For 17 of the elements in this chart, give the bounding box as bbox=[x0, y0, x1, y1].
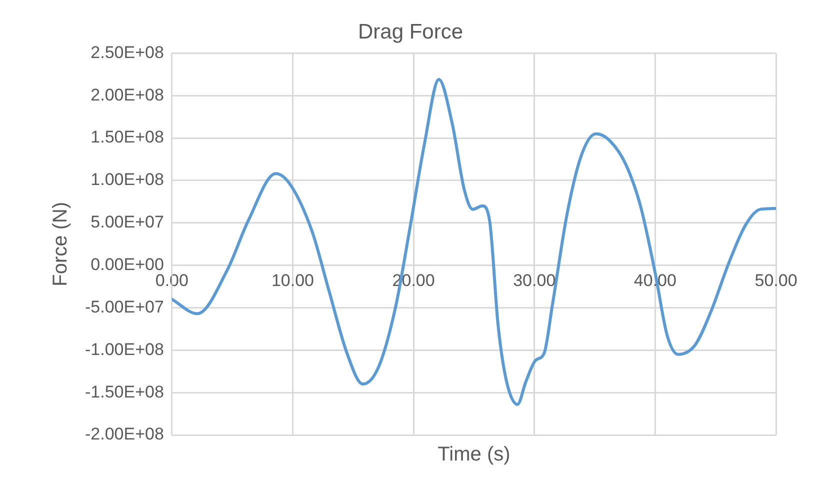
y-tick-label: -2.00E+08 bbox=[84, 424, 164, 444]
x-tick-label: 10.00 bbox=[271, 271, 314, 290]
y-tick-label: -5.00E+07 bbox=[84, 297, 164, 316]
chart-title: Drag Force bbox=[358, 20, 464, 44]
y-axis-title: Force (N) bbox=[50, 202, 72, 286]
x-tick-label: 0.00 bbox=[155, 271, 188, 290]
x-tick-label: 30.00 bbox=[513, 271, 556, 290]
y-tick-label: 5.00E+07 bbox=[90, 212, 164, 232]
y-tick-label: 2.00E+08 bbox=[90, 85, 164, 104]
y-tick-label: 2.50E+08 bbox=[90, 42, 164, 62]
x-axis-title: Time (s) bbox=[438, 444, 510, 466]
y-tick-label: -1.50E+08 bbox=[84, 382, 164, 402]
y-tick-label: -1.00E+08 bbox=[84, 340, 164, 359]
y-tick-label: 0.00E+00 bbox=[90, 255, 164, 274]
x-tick-label: 50.00 bbox=[754, 271, 798, 290]
y-tick-label: 1.00E+08 bbox=[90, 170, 164, 190]
y-tick-label: 1.50E+08 bbox=[90, 128, 164, 147]
